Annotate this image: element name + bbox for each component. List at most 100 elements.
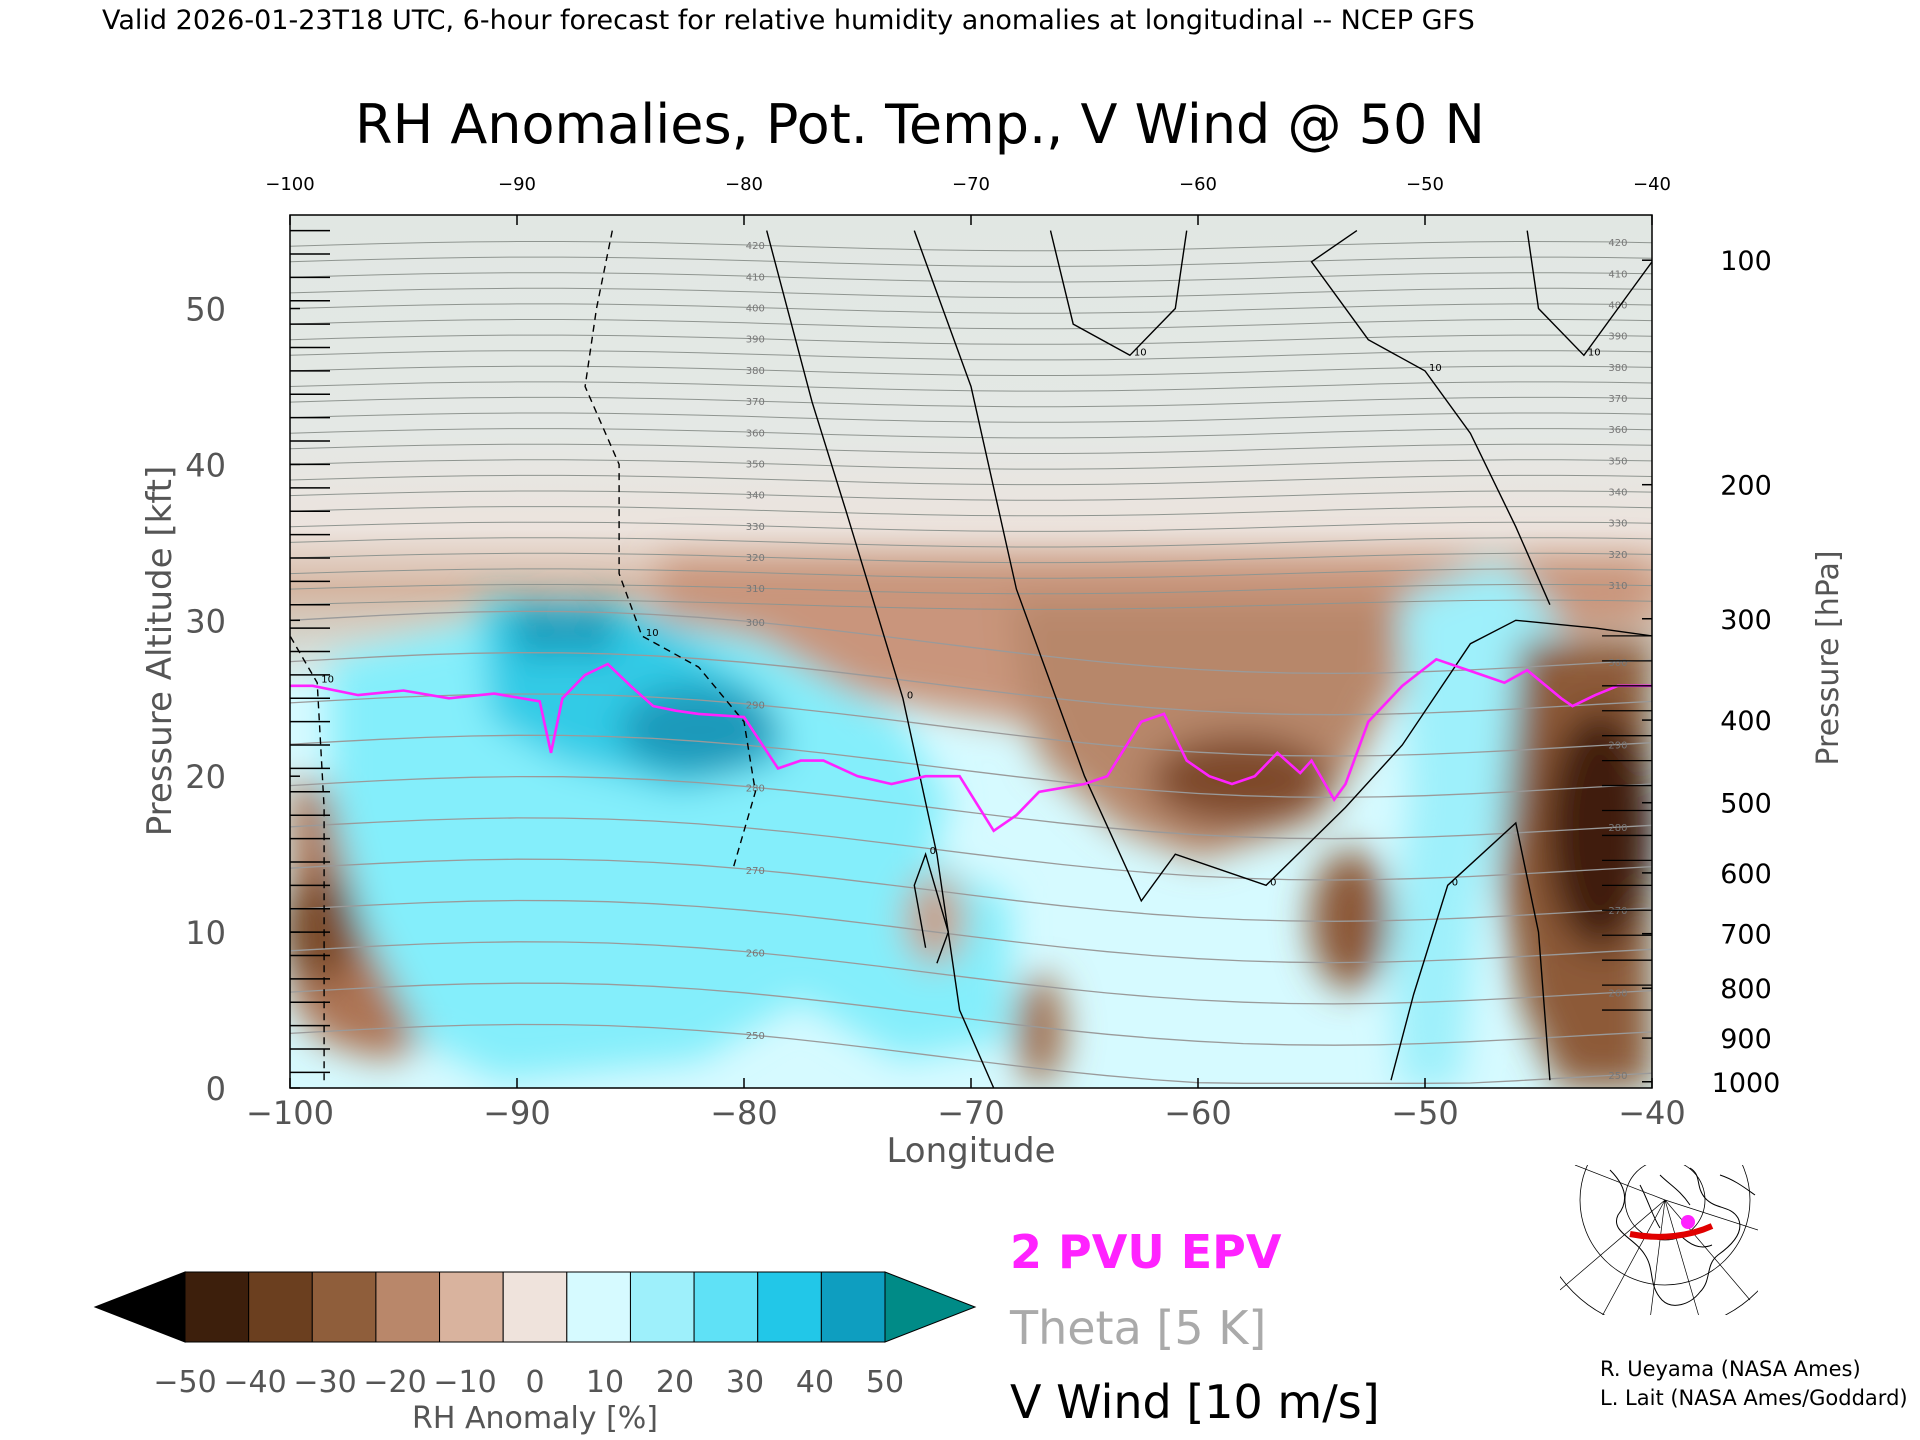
colorbar: −50 −40 −30 −20 −10 0 10 20 30 40 50 [93,1271,977,1400]
v-wind-contour-label: 0 [930,846,936,857]
colorbar-label: RH Anomaly [%] [412,1401,658,1436]
colorbar-tick-label: 20 [656,1365,694,1400]
theta-label: 300 [746,618,765,629]
colorbar-swatch [757,1271,822,1343]
colorbar-swatch [311,1271,377,1343]
theta-label: 260 [1608,988,1627,999]
theta-label: 280 [746,783,765,794]
colorbar-swatch [375,1271,441,1343]
x-tick-label: −100 [246,1094,334,1132]
map-latitude-circle-2 [1579,1165,1751,1286]
map-inset [1560,1165,1758,1315]
x-top-tick-label: −40 [1633,174,1671,195]
theta-line-320 [290,552,1652,564]
theta-line-415 [290,256,1652,267]
theta-line-355 [290,443,1652,454]
theta-label: 410 [1608,269,1627,280]
v-wind-contour-0 [766,230,995,1088]
y-tick-label: 20 [185,758,226,796]
theta-label: 420 [1608,238,1627,249]
x-tick-label: −80 [710,1094,778,1132]
theta-label: 260 [746,949,765,960]
colorbar-tick-label: −20 [363,1365,426,1400]
theta-line-390 [290,334,1652,345]
location-map [1560,1165,1758,1315]
colorbar-swatch [629,1271,695,1343]
v-wind-contour-label: 0 [1270,877,1276,888]
theta-label: 400 [1608,300,1627,311]
v-wind-contour-10 [290,635,325,1081]
blob-west-brown-core [290,875,360,985]
pressure-tick-label: 800 [1720,974,1772,1005]
theta-label: 250 [1608,1071,1627,1082]
y-tick-label: 0 [206,1070,226,1108]
v-wind-contour-label: 10 [1588,347,1601,358]
theta-line-315 [290,568,1652,579]
theta-label: 380 [746,366,765,377]
theta-label: 270 [746,866,765,877]
theta-line-350 [290,459,1652,470]
colorbar-tick-label: −10 [433,1365,496,1400]
theta-label: 250 [746,1031,765,1042]
x-tick-label: −50 [1391,1094,1459,1132]
colorbar-tick-label: −50 [153,1365,216,1400]
theta-line-300 [290,610,1652,675]
theta-label: 350 [1608,456,1627,467]
v-wind-contour-0 [1390,821,1551,1081]
blob-east-brown-core [1545,710,1652,950]
theta-line-270 [290,858,1652,922]
credit-line-2: L. Lait (NASA Ames/Goddard) [1600,1386,1908,1410]
theta-label: 300 [1608,658,1627,669]
theta-label: 390 [1608,332,1627,343]
theta-line-265 [290,899,1652,964]
credit-line-1: R. Ueyama (NASA Ames) [1600,1357,1861,1381]
pressure-tick-label: 200 [1720,471,1772,502]
v-wind-contour-label: 10 [321,675,334,686]
theta-line-385 [290,350,1652,361]
colorbar-tick-label: 40 [796,1365,834,1400]
theta-line-255 [290,982,1652,1046]
theta-line-340 [290,490,1652,501]
theta-line-275 [290,817,1652,881]
blob-dark-cyan-2 [564,602,616,658]
theta-label: 360 [746,428,765,439]
legend-theta: Theta [5 K] [1009,1301,1266,1355]
colorbar-swatch [693,1271,759,1343]
v-wind-contour-10 [1526,230,1652,357]
theta-line-370 [290,396,1652,408]
colorbar-min-arrow [93,1271,186,1343]
theta-label: 290 [746,701,765,712]
colorbar-swatch [566,1271,631,1343]
theta-line-305 [290,599,1652,610]
legend: 2 PVU EPV Theta [5 K] V Wind [10 m/s] [1009,1225,1380,1429]
x-top-tick-label: −90 [498,174,536,195]
colorbar-tick-label: 30 [726,1365,764,1400]
colorbar-swatch [820,1271,886,1343]
v-wind-contour-10 [1310,230,1551,605]
y-axis-label-right: Pressure [hPa] [1811,550,1846,765]
map-location-marker [1681,1215,1695,1229]
theta-label: 370 [746,397,765,408]
y-tick-label: 50 [185,291,226,329]
v-wind-contour-label: 0 [1452,877,1458,888]
theta-line-290 [290,693,1652,757]
colorbar-tick-label: −30 [293,1365,356,1400]
theta-label: 380 [1608,363,1627,374]
theta-line-280 [290,775,1652,840]
chart-title: RH Anomalies, Pot. Temp., V Wind @ 50 N [355,93,1485,156]
theta-line-330 [290,521,1652,532]
v-wind-contour-label: 0 [907,690,913,701]
colorbar-max-arrow [884,1271,977,1343]
v-wind-contour-0 [913,230,1652,903]
pressure-tick-label: 300 [1720,605,1772,636]
theta-label: 400 [746,304,765,315]
theta-line-380 [290,365,1652,376]
map-background [1560,1165,1758,1315]
theta-label: 320 [746,553,765,564]
v-wind-contour-label: 10 [1429,363,1442,374]
valid-line: Valid 2026-01-23T18 UTC, 6-hour forecast… [102,5,1475,36]
theta-line-285 [290,734,1652,799]
right-pressure-ticks [1602,635,1652,1011]
theta-label: 310 [1608,581,1627,592]
